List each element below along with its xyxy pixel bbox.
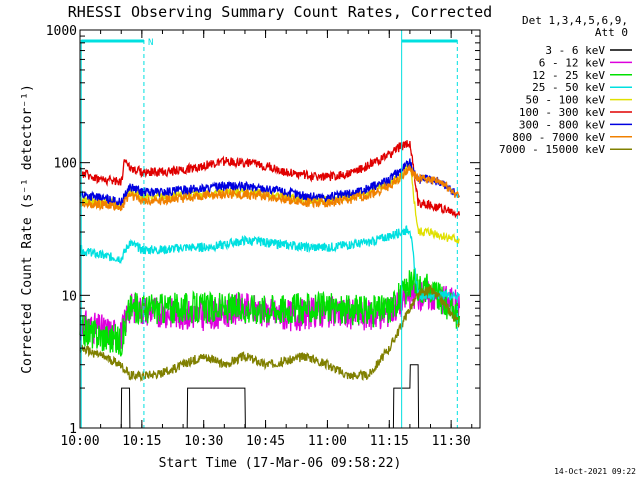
legend-header: Att 0 — [595, 26, 628, 39]
timestamp: 14-Oct-2021 09:22 — [554, 467, 636, 476]
y-tick-label: 1000 — [46, 24, 77, 39]
plot-frame — [79, 29, 481, 429]
x-tick-label: 10:45 — [246, 434, 285, 449]
series-layer — [79, 140, 461, 429]
x-tick-label: 10:30 — [184, 434, 223, 449]
legend-label: 6 - 12 keV — [539, 56, 606, 69]
series-line-6 — [79, 158, 460, 209]
attenuator-markers: N — [80, 30, 458, 428]
legend-label: 3 - 6 keV — [545, 44, 605, 57]
legend-label: 300 - 800 keV — [519, 118, 605, 131]
series-line-8 — [79, 283, 460, 383]
x-tick-label: 10:15 — [122, 434, 161, 449]
legend-label: 800 - 7000 keV — [512, 131, 605, 144]
legend-label: 7000 - 15000 keV — [499, 143, 605, 156]
x-tick-label: 10:00 — [60, 434, 99, 449]
series-line-5 — [79, 140, 461, 219]
series-line-3 — [79, 225, 460, 302]
series-line-1 — [79, 279, 461, 350]
legend-label: 25 - 50 keV — [532, 81, 605, 94]
y-axis: 1 10 100 1000 — [46, 24, 480, 437]
x-axis-label: Start Time (17-Mar-06 09:58:22) — [159, 456, 402, 471]
series-line-2 — [79, 268, 461, 357]
x-axis: 10:00 10:15 10:30 10:45 11:00 11:15 11:30 — [60, 30, 473, 449]
y-tick-label: 100 — [54, 157, 77, 172]
x-tick-label: 11:15 — [370, 434, 409, 449]
legend-header: Det 1,3,4,5,6,9, — [522, 14, 628, 27]
chart-title: RHESSI Observing Summary Count Rates, Co… — [68, 3, 492, 21]
series-line-7 — [79, 165, 460, 212]
x-tick-label: 11:30 — [432, 434, 471, 449]
x-tick-label: 11:00 — [308, 434, 347, 449]
legend-label: 50 - 100 keV — [526, 94, 606, 107]
y-axis-label: Corrected Count Rate (s⁻¹ detector⁻¹) — [20, 84, 35, 374]
legend-label: 100 - 300 keV — [519, 106, 605, 119]
y-tick-label: 1 — [69, 422, 77, 437]
legend-label: 12 - 25 keV — [532, 69, 605, 82]
annotation-n: N — [148, 38, 153, 48]
y-tick-label: 10 — [61, 289, 77, 304]
